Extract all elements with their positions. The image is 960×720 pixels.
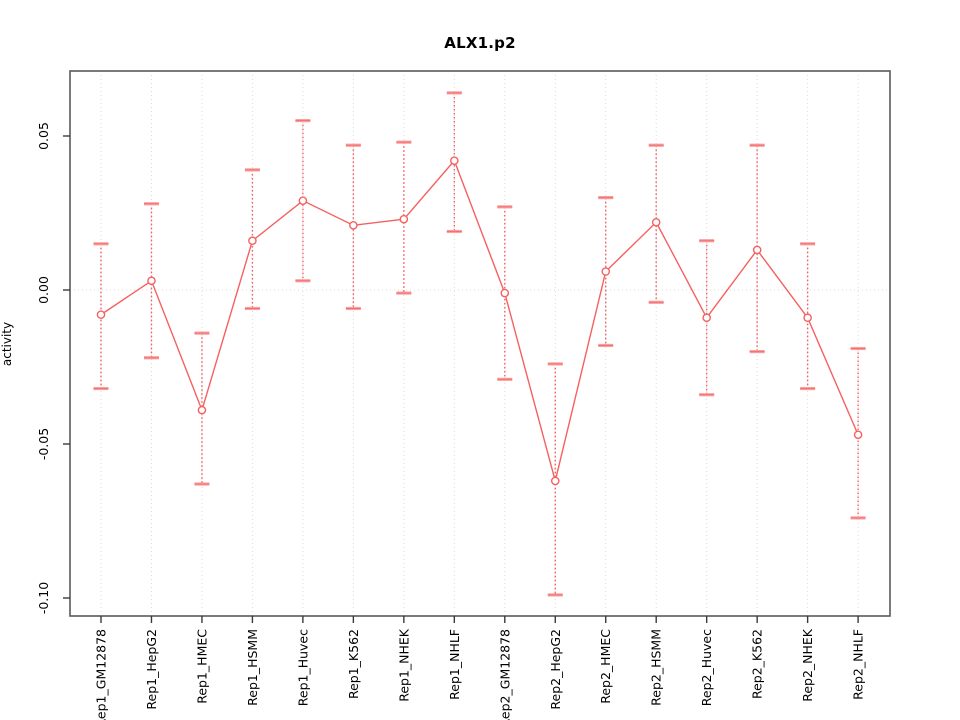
data-point: [248, 236, 257, 246]
y-tick-label: -0.05: [36, 428, 51, 460]
data-point: [752, 245, 762, 255]
x-tick-label: Rep2_K562: [750, 629, 765, 699]
data-point: [349, 221, 358, 230]
data-point: [96, 310, 106, 319]
data-point: [601, 267, 611, 276]
data-point: [853, 430, 863, 440]
data-point: [550, 476, 560, 486]
plot-box: [69, 70, 891, 617]
x-tick-label: Rep2_Huvec: [699, 629, 714, 706]
x-tick-label: Rep2_HepG2: [548, 629, 563, 710]
data-point: [651, 217, 661, 227]
x-tick-label: Rep1_K562: [346, 629, 361, 699]
data-point: [399, 214, 409, 224]
x-tick-label: Rep1_NHEK: [396, 628, 411, 702]
x-tick-label: Rep1_NHLF: [447, 629, 462, 700]
y-tick-label: 0.00: [36, 276, 51, 304]
data-point: [298, 196, 308, 205]
x-tick-label: Rep2_GM12878: [497, 629, 512, 720]
x-tick-label: Rep2_HSMM: [649, 629, 664, 706]
x-tick-label: Rep1_Huvec: [295, 629, 310, 706]
data-point: [702, 313, 711, 323]
x-tick-label: Rep1_HepG2: [144, 629, 159, 710]
series-line: [100, 159, 859, 482]
x-tick-label: Rep2_NHEK: [800, 628, 815, 702]
data-point: [803, 313, 812, 323]
x-tick-label: Rep2_HMEC: [598, 629, 613, 704]
plot-title: ALX1.p2: [444, 34, 516, 52]
data-point: [197, 405, 207, 415]
data-point: [500, 288, 510, 298]
data-point: [450, 156, 459, 165]
data-point: [147, 276, 156, 286]
x-tick-label: Rep1_HSMM: [245, 629, 260, 706]
x-tick-label: Rep1_HMEC: [194, 629, 209, 704]
x-tick-label: Rep1_GM12878: [94, 629, 109, 720]
x-tick-label: Rep2_NHLF: [851, 629, 866, 700]
y-tick-label: -0.10: [36, 582, 51, 614]
y-tick-label: 0.05: [36, 122, 51, 150]
